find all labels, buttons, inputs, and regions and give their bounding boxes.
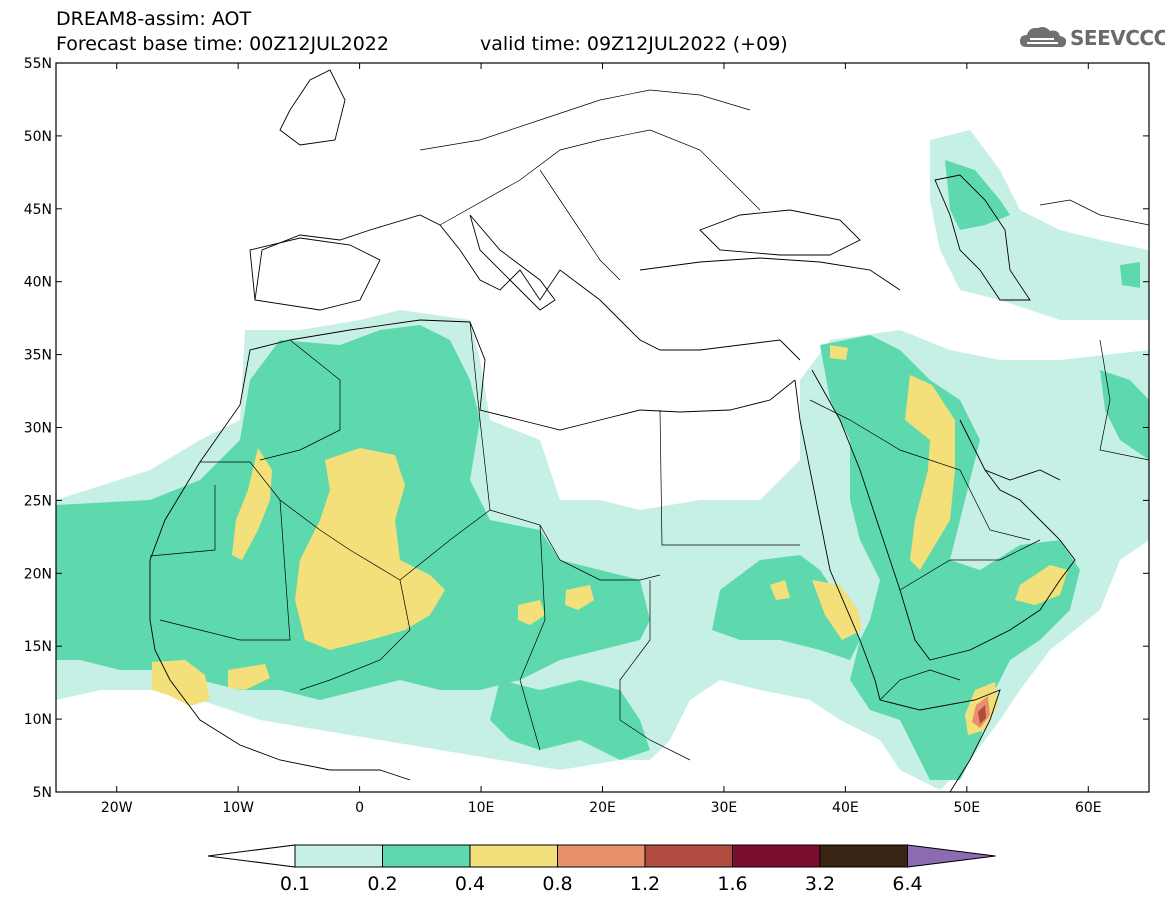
lon-label: 10W <box>222 800 254 816</box>
border-3 <box>159 499 291 641</box>
colorbar-swatch <box>819 844 908 868</box>
border-6 <box>489 509 661 581</box>
border-13 <box>439 129 761 226</box>
colorbar-swatch <box>732 844 821 868</box>
valid-time: valid time: 09Z12JUL2022 (+09) <box>480 33 788 55</box>
aot-field-0.2-gulf <box>1120 262 1140 288</box>
coast-turkey <box>639 257 901 291</box>
border-2 <box>149 485 216 557</box>
border-10 <box>809 399 1031 541</box>
aot-field-0.4-iraq <box>830 345 848 360</box>
coast-gulf <box>959 419 1061 521</box>
lat-label: 50N <box>24 129 52 145</box>
border-17 <box>1099 339 1149 461</box>
aot-field-0.4-burkina <box>228 664 270 690</box>
aot-field-0.4-chad-1 <box>518 600 545 625</box>
coast-iberia <box>249 237 381 311</box>
lat-label: 55N <box>24 56 52 72</box>
border-12 <box>879 669 961 701</box>
aot-field-0.4-chad-2 <box>565 585 594 610</box>
lat-label: 25N <box>24 493 52 509</box>
lat-label: 35N <box>24 348 52 364</box>
border-7 <box>519 524 546 751</box>
forecast-base-time: Forecast base time: 00Z12JUL2022 <box>56 33 389 55</box>
aot-fields <box>56 130 1149 790</box>
aot-field-0.4-mauritania <box>232 448 272 560</box>
border-11 <box>899 539 1041 591</box>
lat-label: 40N <box>24 275 52 291</box>
colorbar-label: 6.4 <box>892 873 922 895</box>
coast-africa-north <box>149 319 796 561</box>
colorbar-label: 0.8 <box>542 873 572 895</box>
seevccc-logo: SEEVCCC <box>1018 23 1165 53</box>
aot-field-0.2-sudan <box>712 555 860 660</box>
colorbar-label: 1.6 <box>717 873 747 895</box>
colorbar-label: 1.2 <box>630 873 660 895</box>
aot-field-0.4-sudan <box>770 580 790 600</box>
colorbar-label: 3.2 <box>805 873 835 895</box>
border-16 <box>1039 199 1149 226</box>
colorbar-swatch <box>382 844 471 868</box>
coast-red-sea-east <box>811 369 931 661</box>
colorbar: 0.1 0.2 0.4 0.8 1.2 1.6 3.2 6.4 <box>207 844 996 895</box>
axis-ticks: 55N 50N 45N 40N 35N 30N 25N 20N 15N 10N 5N 20W 10W 0 1… <box>24 56 1149 816</box>
coastlines <box>149 69 1076 792</box>
aot-field-0.4-senegal <box>152 660 210 706</box>
colorbar-low-arrow <box>207 844 296 868</box>
cloud-logo-icon <box>1020 27 1067 48</box>
colorbar-label: 0.2 <box>367 873 397 895</box>
aot-field-0.2-arabia <box>820 335 1080 780</box>
lon-label: 20E <box>589 800 616 816</box>
lon-label: 10E <box>468 800 495 816</box>
coast-black-sea <box>699 209 861 256</box>
lon-label: 50E <box>953 800 980 816</box>
aot-field-0.4-saudi <box>905 375 955 570</box>
coast-africa-west <box>149 560 411 781</box>
colorbar-label: 0.4 <box>455 873 485 895</box>
lon-label: 60E <box>1075 800 1102 816</box>
chart-title: DREAM8-assim: AOT <box>56 8 252 30</box>
lat-label: 45N <box>24 202 52 218</box>
colorbar-swatch <box>469 844 558 868</box>
border-8 <box>659 409 800 546</box>
lat-label: 30N <box>24 421 52 437</box>
lon-label: 0 <box>355 800 364 816</box>
aot-field-0.2-iran <box>1100 370 1149 460</box>
colorbar-high-arrow <box>907 844 996 868</box>
lon-label: 30E <box>711 800 738 816</box>
aot-field-0.1-caspian <box>930 130 1149 320</box>
coast-horn <box>879 689 1001 792</box>
aot-field-1.2-somalia <box>978 705 986 724</box>
coast-europe <box>254 214 801 361</box>
aot-field-0.4-oman <box>1015 565 1068 605</box>
aot-field-0.4-eritrea <box>812 580 862 640</box>
border-15 <box>539 169 621 281</box>
lat-label: 15N <box>24 639 52 655</box>
coast-uk <box>279 69 346 146</box>
border-14 <box>419 89 751 151</box>
border-4 <box>259 339 341 461</box>
border-5 <box>299 321 491 691</box>
aot-field-0.2-sahel <box>490 680 650 760</box>
colorbar-swatch <box>557 844 646 868</box>
lon-label: 20W <box>101 800 133 816</box>
lat-label: 5N <box>33 785 52 801</box>
coast-italy <box>469 214 556 311</box>
border-1 <box>200 461 401 581</box>
lon-label: 40E <box>832 800 859 816</box>
aot-field-0.4-mali <box>295 448 445 650</box>
coast-arabia-south <box>929 519 1076 661</box>
colorbar-swatch <box>644 844 733 868</box>
coast-red-sea-west <box>794 379 881 701</box>
border-9 <box>619 580 691 761</box>
lat-label: 10N <box>24 712 52 728</box>
colorbar-label: 0.1 <box>280 873 310 895</box>
logo-text: SEEVCCC <box>1070 26 1165 50</box>
colorbar-swatch <box>294 844 383 868</box>
country-borders <box>149 89 1149 761</box>
lat-label: 20N <box>24 566 52 582</box>
coast-caspian <box>934 174 1031 301</box>
